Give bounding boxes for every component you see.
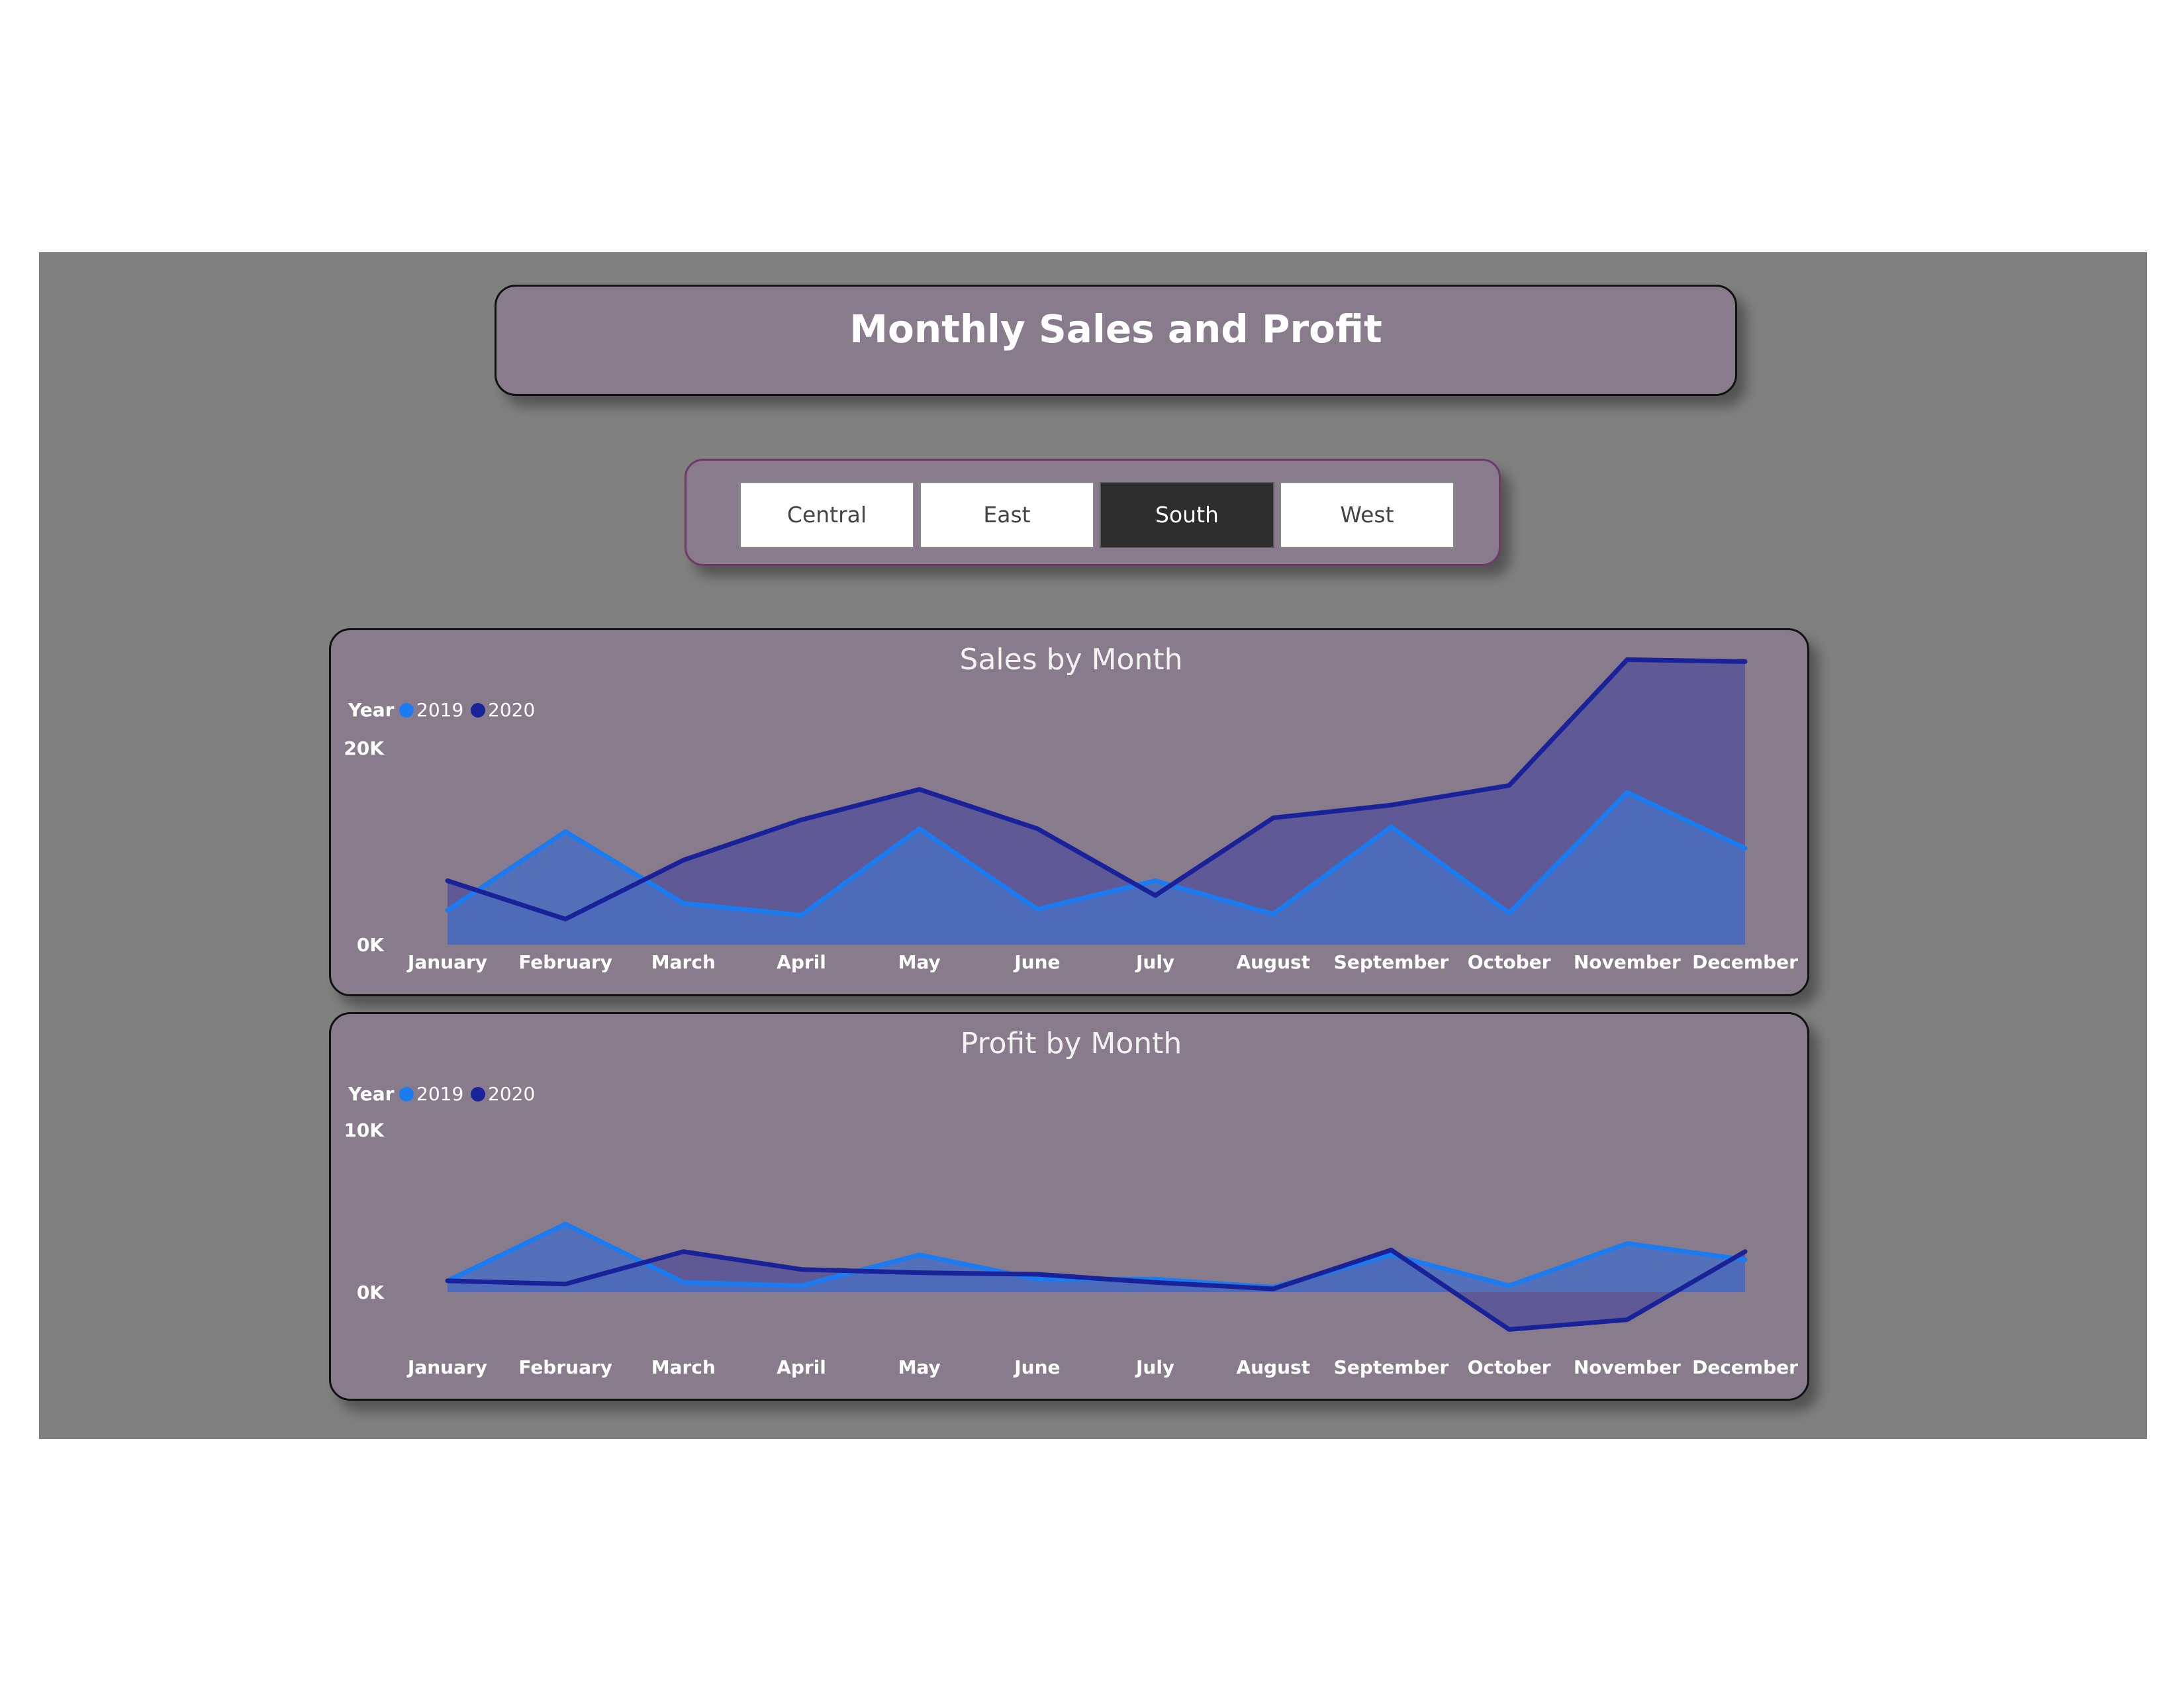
profit-xtick-label: August <box>1236 1356 1310 1378</box>
sales-xtick-label: July <box>1135 951 1174 973</box>
profit-xtick-label: May <box>898 1356 941 1378</box>
sales-point-2019 <box>1390 826 1392 827</box>
profit-chart: Profit by Month Year 2019 2020 0K 10K January F… <box>344 1027 1798 1378</box>
profit-point-2019 <box>1390 1254 1392 1256</box>
sales-point-2020 <box>1390 804 1392 806</box>
sales-ytick-label: 20K <box>344 737 385 759</box>
sales-point-2019 <box>683 903 684 904</box>
profit-legend-title: Year <box>348 1083 395 1105</box>
profit-point-2020 <box>919 1272 920 1274</box>
profit-area-2019 <box>448 1224 1745 1292</box>
sales-point-2019 <box>1155 880 1156 882</box>
sales-point-2019 <box>565 831 566 832</box>
profit-point-2019 <box>565 1223 566 1225</box>
sales-legend-label-2020: 2020 <box>488 699 535 721</box>
profit-legend-marker-2020 <box>471 1087 485 1102</box>
profit-point-2019 <box>1155 1278 1156 1280</box>
sales-chart-title: Sales by Month <box>960 643 1183 677</box>
sales-xtick-label: May <box>898 951 941 973</box>
sales-xtick-label: September <box>1334 951 1449 973</box>
sales-xtick-label: October <box>1468 951 1551 973</box>
sales-area-2019 <box>448 792 1745 945</box>
sales-line-2020 <box>445 657 1748 921</box>
profit-xtick-label: December <box>1692 1356 1798 1378</box>
sales-point-2020 <box>1744 661 1746 662</box>
profit-xtick-label: October <box>1468 1356 1551 1378</box>
sales-point-2020 <box>683 859 684 861</box>
profit-xtick-label: January <box>406 1356 487 1378</box>
profit-xtick-label: November <box>1574 1356 1681 1378</box>
profit-point-2020 <box>1744 1251 1746 1252</box>
slicer-option-central[interactable]: Central <box>739 482 914 548</box>
profit-point-2019 <box>683 1282 684 1283</box>
slicer-option-east[interactable]: East <box>920 482 1094 548</box>
sales-xtick-label: January <box>406 951 487 973</box>
slicer-option-west[interactable]: West <box>1280 482 1454 548</box>
profit-xtick-label: February <box>518 1356 612 1378</box>
sales-xtick-label: April <box>777 951 826 973</box>
sales-point-2019 <box>919 828 920 829</box>
region-slicer: Central East South West <box>685 459 1501 566</box>
profit-xtick-label: September <box>1334 1356 1449 1378</box>
profit-legend-label-2020: 2020 <box>488 1083 535 1105</box>
profit-line-2020 <box>445 1247 1748 1332</box>
profit-xtick-label: July <box>1135 1356 1174 1378</box>
profit-point-2019 <box>919 1254 920 1256</box>
profit-chart-card: Profit by Month Year 2019 2020 0K 10K January F… <box>329 1012 1809 1401</box>
sales-xtick-label: February <box>518 951 612 973</box>
sales-legend-marker-2019 <box>399 703 414 718</box>
sales-line-2019 <box>445 790 1748 917</box>
sales-xtick-label: June <box>1013 951 1060 973</box>
profit-legend-marker-2019 <box>399 1087 414 1102</box>
profit-point-2020 <box>683 1251 684 1252</box>
slicer-option-south[interactable]: South <box>1100 482 1274 548</box>
profit-chart-title: Profit by Month <box>961 1027 1182 1060</box>
sales-ytick-label: 0K <box>357 934 385 956</box>
profit-ytick-label: 10K <box>344 1119 385 1141</box>
profit-xtick-label: June <box>1013 1356 1060 1378</box>
profit-xtick-label: April <box>777 1356 826 1378</box>
sales-xtick-label: August <box>1236 951 1310 973</box>
sales-point-2019 <box>1744 848 1746 849</box>
sales-xtick-label: December <box>1692 951 1798 973</box>
profit-legend-label-2019: 2019 <box>416 1083 463 1105</box>
sales-point-2020 <box>919 788 920 790</box>
profit-point-2020 <box>1155 1282 1156 1283</box>
sales-point-2020 <box>1155 895 1156 896</box>
sales-legend-title: Year <box>348 699 395 721</box>
page-title: Monthly Sales and Profit <box>849 306 1382 352</box>
sales-chart-card: Sales by Month Year 2019 2020 0K 20K January Fe… <box>329 628 1809 996</box>
profit-point-2020 <box>801 1269 802 1270</box>
sales-chart: Sales by Month Year 2019 2020 0K 20K January Fe… <box>344 643 1798 973</box>
sales-legend-marker-2020 <box>471 703 485 718</box>
sales-xtick-label: March <box>651 951 716 973</box>
profit-ytick-label: 0K <box>357 1282 385 1303</box>
title-card: Monthly Sales and Profit <box>495 285 1737 396</box>
sales-legend-label-2019: 2019 <box>416 699 463 721</box>
profit-xtick-label: March <box>651 1356 716 1378</box>
sales-xtick-label: November <box>1574 951 1681 973</box>
